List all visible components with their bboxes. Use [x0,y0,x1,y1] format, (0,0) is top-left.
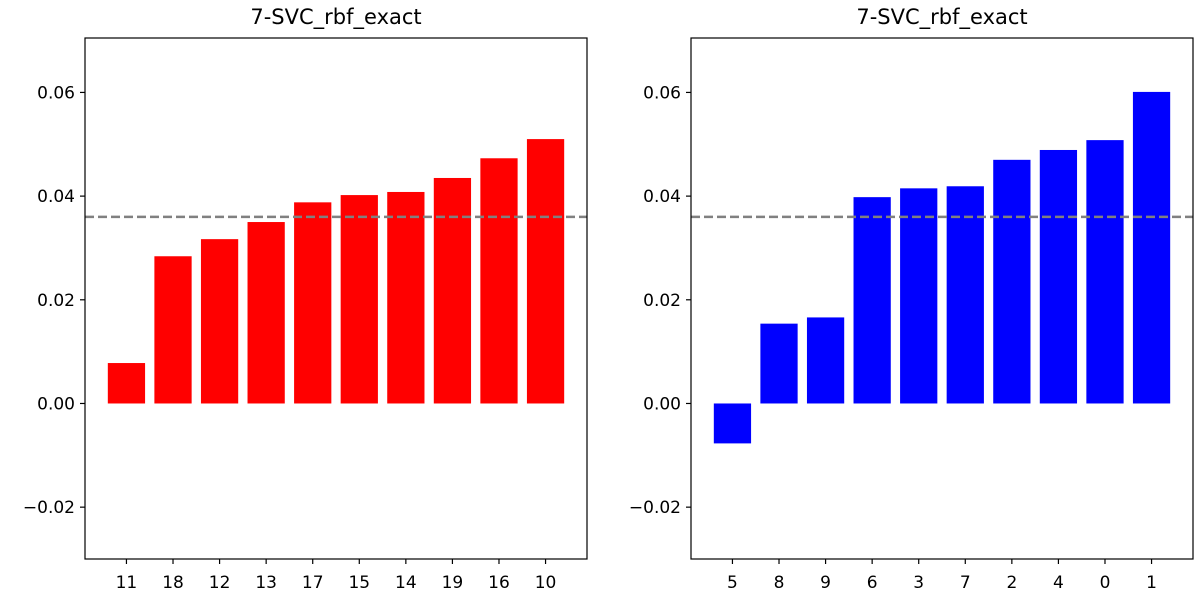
right-xtick-label: 4 [1053,573,1064,593]
right-bar-2 [993,159,1031,404]
left-xtick-label: 14 [395,573,417,593]
left-xtick-label: 13 [255,573,277,593]
right-xtick-label: 5 [727,573,738,593]
left-ytick-label: −0.02 [23,498,75,518]
left-xtick-label: 11 [116,573,138,593]
left-xtick-label: 17 [302,573,324,593]
right-ytick-label: 0.04 [643,187,681,207]
right-ytick-label: 0.02 [643,291,681,311]
left-xtick-label: 15 [348,573,370,593]
right-bar-8 [760,323,798,404]
left-bar-11 [107,363,146,404]
right-ytick-label: −0.02 [629,498,681,518]
right-xtick-label: 7 [960,573,971,593]
right-xtick-label: 1 [1146,573,1157,593]
right-xtick-label: 9 [820,573,831,593]
left-bar-15 [340,195,378,404]
right-bar-1 [1132,91,1171,404]
right-bar-4 [1039,149,1078,404]
right-bar-9 [806,317,845,404]
left-bar-18 [154,256,192,404]
right-ytick-label: 0.06 [643,83,681,103]
left-chart-title: 7-SVC_rbf_exact [250,5,421,30]
left-bar-19 [433,177,472,404]
left-bar-14 [387,191,425,404]
left-ytick-label: 0.02 [37,291,75,311]
right-bar-5 [713,403,752,444]
left-xtick-label: 12 [209,573,231,593]
left-xtick-label: 10 [535,573,557,593]
left-bar-12 [200,239,239,404]
left-ytick-label: 0.04 [37,187,75,207]
right-ytick-label: 0.00 [643,394,681,414]
right-xtick-label: 0 [1100,573,1111,593]
right-xtick-label: 8 [774,573,785,593]
left-bar-13 [247,222,285,404]
right-xtick-label: 6 [867,573,878,593]
left-axes-frame [84,37,588,560]
right-bar-7 [946,186,984,404]
left-bar-16 [480,158,518,404]
right-bar-0 [1086,140,1124,404]
left-xtick-label: 19 [442,573,464,593]
left-xtick-label: 16 [488,573,510,593]
left-bar-10 [526,139,565,404]
right-chart-panel: 7-SVC_rbf_exact −0.02 0.00 0.02 0.04 0.06 5 8 9… [629,5,1194,593]
left-ytick-label: 0.00 [37,394,75,414]
left-xtick-label: 18 [162,573,184,593]
right-bar-6 [853,197,891,404]
left-chart-panel: 7-SVC_rbf_exact −0.02 0.00 0.02 0.04 0.06 11 1… [23,5,588,593]
right-xtick-label: 3 [913,573,924,593]
right-xtick-label: 2 [1006,573,1017,593]
right-chart-title: 7-SVC_rbf_exact [856,5,1027,30]
left-ytick-label: 0.06 [37,83,75,103]
right-axes-frame [690,37,1194,560]
left-bar-17 [294,202,332,404]
right-bar-3 [900,188,938,404]
